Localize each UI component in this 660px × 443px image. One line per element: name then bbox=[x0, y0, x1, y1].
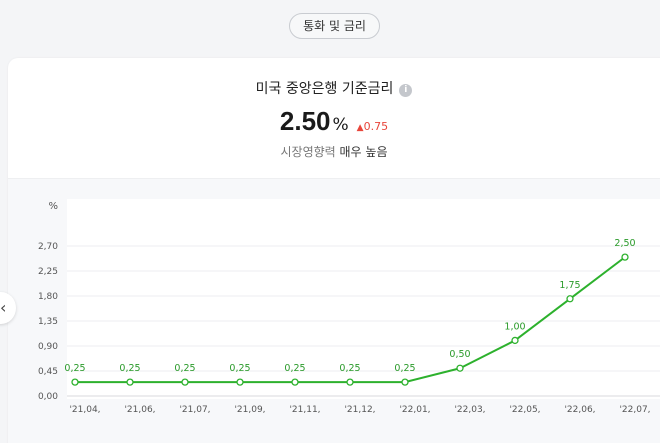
data-label: 0,25 bbox=[394, 363, 415, 374]
data-point bbox=[71, 378, 79, 386]
x-tick-label: '22,05, bbox=[509, 405, 540, 415]
x-tick-label: '21,12, bbox=[344, 405, 375, 415]
x-tick-label: '22,01, bbox=[399, 405, 430, 415]
indicator-title: 미국 중앙은행 기준금리 i bbox=[8, 78, 660, 98]
data-label: 0,50 bbox=[449, 349, 470, 360]
value-unit: % bbox=[332, 115, 349, 135]
y-tick-label: 0,00 bbox=[38, 392, 58, 402]
x-tick-label: '21,11, bbox=[289, 405, 320, 415]
data-label: 0,25 bbox=[119, 363, 140, 374]
chevron-left-icon: ‹ bbox=[0, 298, 7, 317]
y-tick-label: 2,70 bbox=[38, 242, 58, 252]
data-point bbox=[126, 378, 134, 386]
data-point bbox=[456, 364, 464, 372]
indicator-title-text: 미국 중앙은행 기준금리 bbox=[255, 81, 394, 97]
value-row: 2.50% ▲0.75 bbox=[8, 106, 660, 137]
data-label: 0,25 bbox=[64, 363, 85, 374]
data-point bbox=[621, 253, 629, 261]
data-label: 1,00 bbox=[504, 321, 525, 332]
influence-label: 시장영향력 bbox=[280, 145, 336, 159]
data-point bbox=[566, 295, 574, 303]
y-tick-label: 1,80 bbox=[38, 292, 58, 302]
x-tick-label: '22,03, bbox=[454, 405, 485, 415]
x-tick-label: '22,07, bbox=[619, 405, 650, 415]
change-indicator: ▲0.75 bbox=[357, 120, 388, 133]
change-value: 0.75 bbox=[363, 120, 389, 133]
chart-area: % 0,00 0,45 0,90 1,35 1,80 2,25 2,70 '21,04, '21,… bbox=[8, 178, 660, 443]
y-axis-unit: % bbox=[48, 201, 58, 212]
market-influence: 시장영향력 매우 높음 bbox=[8, 143, 660, 160]
y-tick-label: 0,45 bbox=[38, 367, 58, 377]
data-point bbox=[291, 378, 299, 386]
x-tick-label: '21,09, bbox=[234, 405, 265, 415]
prev-button[interactable]: ‹ bbox=[0, 292, 16, 324]
up-arrow-icon: ▲ bbox=[356, 123, 364, 133]
data-label: 0,25 bbox=[339, 363, 360, 374]
data-label: 0,25 bbox=[229, 363, 250, 374]
data-point bbox=[401, 378, 409, 386]
rate-line-chart: % 0,00 0,45 0,90 1,35 1,80 2,25 2,70 '21,04, '21,… bbox=[38, 201, 660, 415]
plot-background bbox=[67, 199, 660, 399]
rate-card: 미국 중앙은행 기준금리 i 2.50% ▲0.75 시장영향력 매우 높음 % 0,… bbox=[8, 58, 660, 443]
influence-value: 매우 높음 bbox=[339, 145, 388, 159]
data-label: 1,75 bbox=[559, 280, 580, 291]
data-point bbox=[181, 378, 189, 386]
y-tick-label: 2,25 bbox=[38, 267, 58, 277]
data-point bbox=[346, 378, 354, 386]
x-tick-label: '21,07, bbox=[179, 405, 210, 415]
y-tick-label: 1,35 bbox=[38, 317, 58, 327]
data-point bbox=[236, 378, 244, 386]
x-tick-label: '21,04, bbox=[69, 405, 100, 415]
data-label: 0,25 bbox=[284, 363, 305, 374]
data-label: 0,25 bbox=[174, 363, 195, 374]
y-tick-label: 0,90 bbox=[38, 342, 58, 352]
category-chip[interactable]: 통화 및 금리 bbox=[289, 13, 380, 39]
data-label: 2,50 bbox=[614, 238, 635, 249]
x-tick-label: '21,06, bbox=[124, 405, 155, 415]
x-tick-label: '22,06, bbox=[564, 405, 595, 415]
data-point bbox=[511, 336, 519, 345]
info-icon[interactable]: i bbox=[399, 84, 413, 97]
current-value: 2.50 bbox=[279, 106, 331, 136]
